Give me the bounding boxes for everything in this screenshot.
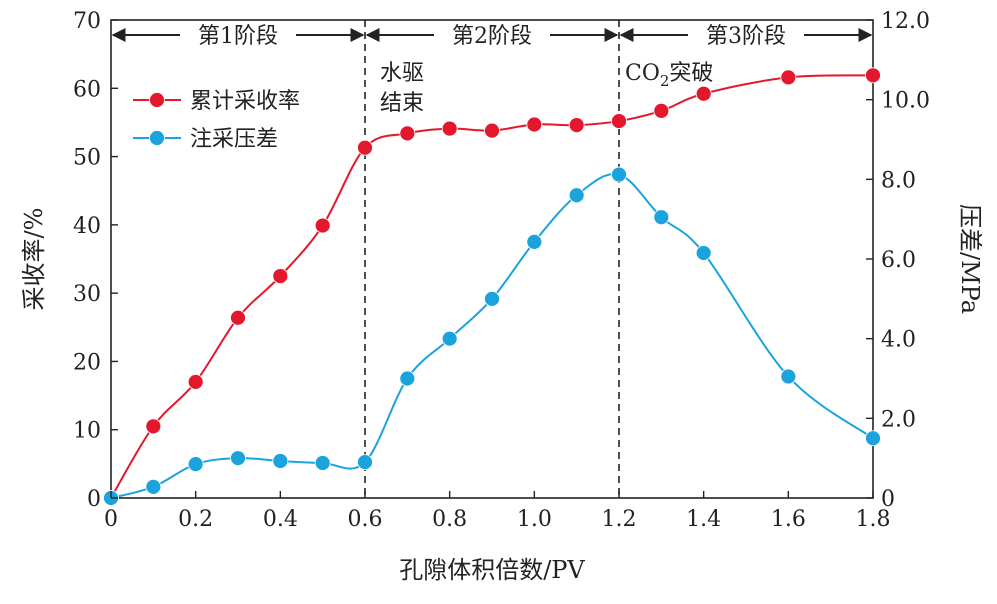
water-flood-end-label-line2: 结束 — [380, 91, 424, 116]
y-left-tick-label: 10 — [73, 419, 101, 444]
y-left-tick-label: 40 — [73, 214, 101, 239]
x-tick-label: 1.2 — [602, 507, 637, 532]
series-0-point — [780, 69, 797, 86]
y-right-tick-label: 8.0 — [881, 168, 916, 193]
y-left-tick-label: 60 — [73, 77, 101, 102]
series-0-point — [695, 85, 712, 102]
series-1-point — [272, 453, 289, 469]
x-tick-label: 0.4 — [263, 507, 298, 532]
y-left-tick-label: 0 — [87, 487, 101, 512]
y-left-tick-label: 30 — [73, 282, 101, 307]
y-right-tick-label: 6.0 — [881, 248, 916, 273]
x-axis-title: 孔隙体积倍数/PV — [399, 556, 585, 584]
stage-label: 第1阶段 — [198, 24, 278, 49]
x-tick-label: 0.8 — [432, 507, 467, 532]
x-tick-label: 1.0 — [517, 507, 552, 532]
x-tick-label: 0.2 — [178, 507, 213, 532]
x-tick-label: 1.8 — [856, 507, 891, 532]
y-right-tick-label: 0 — [881, 487, 895, 512]
y-left-tick-label: 70 — [73, 9, 101, 34]
y-left-axis-title: 采收率/% — [20, 208, 48, 311]
y-right-tick-label: 10.0 — [881, 89, 930, 114]
series-points — [103, 67, 881, 506]
legend-label-0: 累计采收率 — [190, 89, 300, 114]
series-1-point — [653, 209, 670, 226]
x-tick-label: 0 — [104, 507, 118, 532]
series-0-point — [187, 374, 204, 390]
series-0-point — [230, 309, 246, 326]
y-right-axis-title: 压差/MPa — [956, 204, 984, 314]
x-tick-label: 1.4 — [686, 507, 721, 532]
series-0-point — [399, 125, 416, 142]
series-1-point — [695, 245, 712, 261]
series-0-point — [272, 268, 289, 284]
x-axis-ticks: 0 0.2 0.4 0.6 0.8 1.0 1.2 1.4 1.6 1.8 — [104, 491, 891, 532]
series-1-point — [526, 233, 543, 250]
series-0-point — [357, 139, 373, 156]
legend-marker-0 — [149, 92, 165, 108]
series-1-point — [314, 455, 331, 471]
stage-label: 第3阶段 — [706, 24, 786, 49]
y-right-tick-label: 12.0 — [881, 9, 930, 34]
water-flood-end-label-line1: 水驱 — [380, 61, 424, 86]
series-1-point — [568, 187, 585, 204]
series-0-point — [568, 117, 585, 134]
series-0-point — [314, 217, 331, 234]
series-0-point — [441, 120, 458, 137]
series-1-point — [399, 370, 416, 387]
series-1-point — [230, 450, 246, 467]
legend-marker-1 — [149, 130, 165, 146]
series-0-point — [526, 116, 543, 133]
co2-label-prefix: CO — [625, 61, 660, 86]
series-1-point — [187, 456, 204, 473]
stage-annotations: 第1阶段 第2阶段 第3阶段 — [111, 24, 873, 49]
x-tick-label: 1.6 — [771, 507, 806, 532]
series-0-point — [145, 418, 162, 435]
series-1-point — [611, 166, 627, 183]
series-0-point — [484, 122, 500, 139]
series-0-point — [653, 102, 670, 119]
co2-label-suffix: 突破 — [669, 61, 713, 86]
co2-breakthrough-label: CO2突破 — [625, 61, 713, 90]
y-left-tick-label: 50 — [73, 146, 101, 171]
series-0-point — [611, 113, 627, 129]
y-right-tick-label: 4.0 — [881, 328, 916, 353]
legend-label-1: 注采压差 — [190, 127, 278, 152]
y-left-tick-label: 20 — [73, 350, 101, 375]
series-1-point — [145, 478, 162, 495]
series-1-point — [357, 454, 373, 471]
x-tick-label: 0.6 — [348, 507, 383, 532]
stage-label: 第2阶段 — [452, 24, 532, 49]
series-1-point — [484, 290, 500, 307]
y-right-tick-label: 2.0 — [881, 407, 916, 432]
y-left-axis-ticks: 0 10 20 30 40 50 60 70 — [73, 9, 118, 512]
series-0-point — [865, 67, 881, 84]
co2-label-subscript: 2 — [660, 72, 670, 90]
series-1-point — [441, 330, 458, 347]
series-1-point — [780, 368, 797, 385]
y-right-axis-ticks: 0 2.0 4.0 6.0 8.0 10.0 12.0 — [866, 9, 930, 512]
series-1-point — [865, 430, 881, 447]
stage-dividers — [364, 20, 620, 498]
